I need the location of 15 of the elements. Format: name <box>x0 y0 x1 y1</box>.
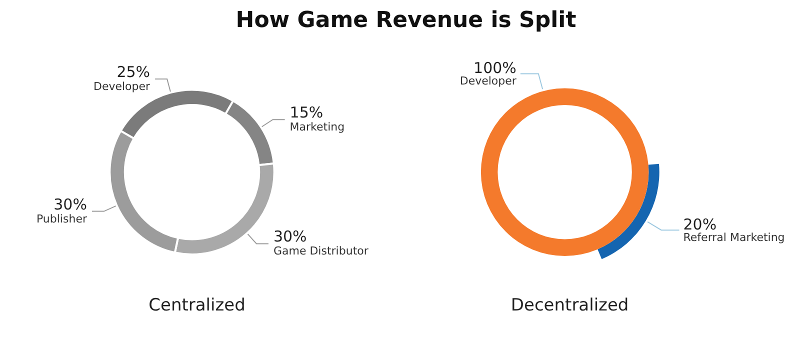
data-label: 25% <box>116 63 150 82</box>
data-label: 20% <box>683 216 717 234</box>
text: Decentralized <box>510 296 629 316</box>
chart-title: How Game Revenue is Split <box>234 8 578 33</box>
data-label: 30% <box>273 228 307 246</box>
slice-label: Developer <box>460 74 517 88</box>
slice-label: Game Distributor <box>273 244 369 258</box>
text: Centralized <box>148 296 246 316</box>
slice-label: Developer <box>93 80 151 94</box>
data-label: 100% <box>474 59 516 78</box>
data-label: 15% <box>290 104 324 122</box>
slice-label: Referral Marketing <box>683 231 785 244</box>
data-label: 30% <box>54 195 87 214</box>
slice-label: Publisher <box>36 212 88 226</box>
slice-label: Marketing <box>290 120 345 134</box>
